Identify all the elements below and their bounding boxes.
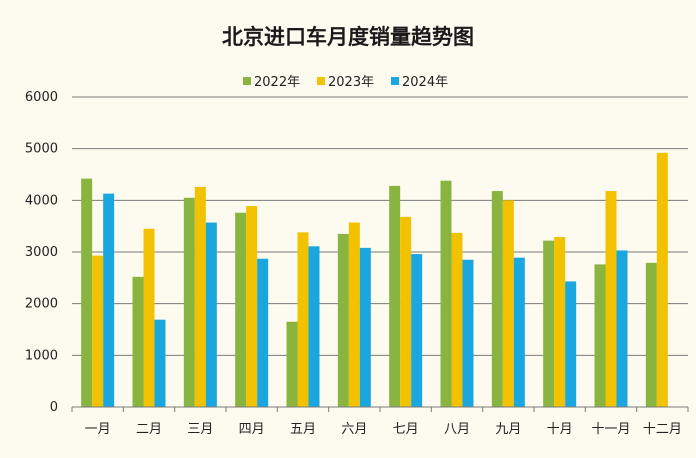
bar-2023年-十一月 bbox=[605, 191, 617, 407]
x-tick-label: 一月 bbox=[85, 422, 111, 437]
bar-2024年-十月 bbox=[565, 281, 577, 407]
x-tick-label: 六月 bbox=[341, 422, 367, 437]
bar-2022年-九月 bbox=[491, 191, 503, 407]
x-tick-label: 八月 bbox=[444, 422, 470, 437]
bar-2022年-五月 bbox=[286, 321, 298, 407]
bar-2023年-五月 bbox=[297, 232, 309, 407]
bar-2022年-二月 bbox=[132, 276, 144, 407]
x-tick-label: 十一月 bbox=[591, 422, 630, 437]
x-axis: 一月 二月 三月 四月 五月 六月 七月 八月 九月 十月 十一月 十二月 bbox=[71, 406, 689, 437]
bar-2023年-四月 bbox=[246, 206, 258, 407]
x-tick-label: 五月 bbox=[290, 422, 316, 437]
x-tick-label: 十二月 bbox=[643, 422, 682, 437]
y-axis-ticks: 0 1000 2000 3000 4000 5000 6000 bbox=[25, 90, 58, 415]
bar-2022年-四月 bbox=[235, 212, 247, 407]
bar-2024年-一月 bbox=[103, 193, 115, 407]
bar-2023年-七月 bbox=[400, 216, 412, 407]
bar-2023年-十二月 bbox=[656, 152, 668, 407]
bar-2022年-十月 bbox=[543, 240, 555, 407]
bars bbox=[81, 152, 668, 407]
y-tick-label: 0 bbox=[50, 400, 58, 415]
x-tick-label: 二月 bbox=[136, 422, 162, 437]
legend-swatch bbox=[317, 77, 325, 85]
bar-2024年-十一月 bbox=[616, 250, 628, 407]
bar-2023年-二月 bbox=[143, 228, 155, 407]
bar-2023年-八月 bbox=[451, 232, 463, 407]
bar-2022年-十二月 bbox=[645, 262, 657, 407]
chart-title: 北京进口车月度销量趋势图 bbox=[222, 25, 474, 49]
bar-2022年-十一月 bbox=[594, 264, 606, 407]
legend-swatch bbox=[391, 77, 399, 85]
bar-2022年-八月 bbox=[440, 180, 452, 407]
x-tick-label: 七月 bbox=[393, 422, 419, 437]
gridlines bbox=[72, 96, 688, 356]
bar-2023年-一月 bbox=[92, 255, 104, 407]
bar-2024年-六月 bbox=[359, 247, 371, 407]
bar-2024年-四月 bbox=[257, 258, 269, 407]
bar-2022年-六月 bbox=[337, 233, 349, 407]
bar-2023年-十月 bbox=[554, 237, 566, 407]
bar-2024年-八月 bbox=[462, 259, 474, 407]
bar-2024年-三月 bbox=[205, 222, 217, 407]
bar-2024年-七月 bbox=[411, 254, 423, 407]
y-tick-label: 3000 bbox=[25, 245, 58, 260]
bar-2023年-三月 bbox=[194, 186, 206, 407]
x-tick-label: 三月 bbox=[187, 422, 213, 437]
bar-2022年-三月 bbox=[183, 197, 195, 407]
bar-2022年-七月 bbox=[389, 185, 401, 407]
y-tick-label: 2000 bbox=[25, 297, 58, 312]
y-tick-label: 6000 bbox=[25, 90, 58, 105]
bar-2022年-一月 bbox=[81, 178, 93, 407]
x-tick-label: 九月 bbox=[495, 422, 521, 437]
bar-2024年-五月 bbox=[308, 246, 320, 407]
y-tick-label: 5000 bbox=[25, 142, 58, 157]
y-tick-label: 1000 bbox=[25, 348, 58, 363]
x-tick-label: 四月 bbox=[239, 422, 265, 437]
legend: 2022年 2023年 2024年 bbox=[243, 75, 448, 90]
y-tick-label: 4000 bbox=[25, 193, 58, 208]
legend-swatch bbox=[243, 77, 251, 85]
legend-label: 2022年 bbox=[254, 75, 300, 90]
bar-2023年-六月 bbox=[348, 222, 360, 407]
bar-2024年-九月 bbox=[513, 257, 525, 407]
x-tick-label: 十月 bbox=[547, 422, 573, 437]
legend-label: 2023年 bbox=[328, 75, 374, 90]
legend-label: 2024年 bbox=[402, 75, 448, 90]
bar-2023年-九月 bbox=[502, 200, 514, 407]
bar-2024年-二月 bbox=[154, 319, 166, 407]
